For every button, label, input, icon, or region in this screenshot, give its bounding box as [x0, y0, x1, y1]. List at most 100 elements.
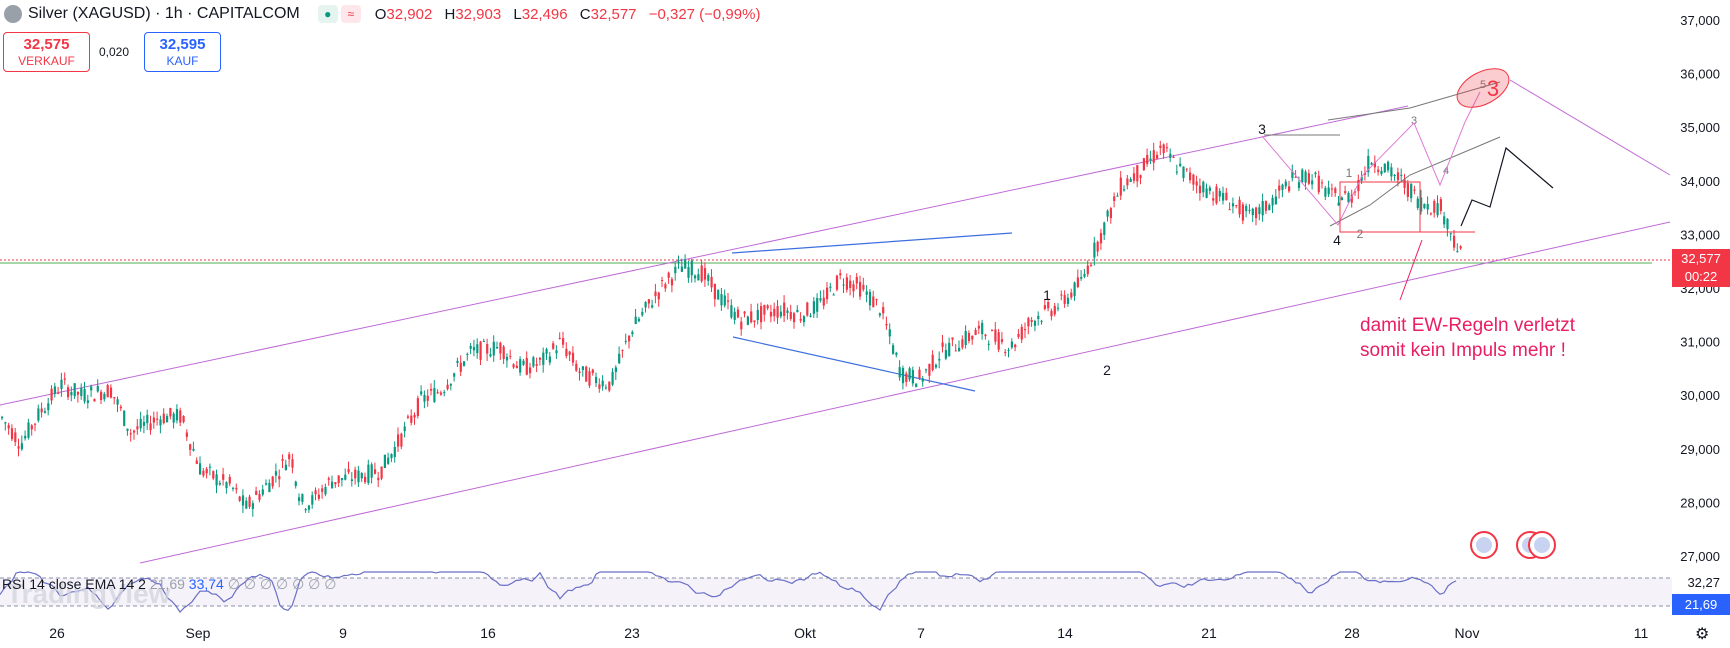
candle-body	[710, 276, 713, 288]
candle-body	[581, 366, 584, 371]
candle-body	[588, 371, 591, 386]
candle-body	[618, 353, 621, 364]
buy-label: KAUF	[166, 54, 199, 68]
market-open-icon[interactable]: ●	[317, 5, 338, 23]
candle-body	[1426, 203, 1429, 210]
candle-body	[994, 329, 997, 342]
candle-body	[1020, 326, 1023, 340]
candle-body	[849, 280, 852, 288]
candle-body	[859, 281, 862, 297]
candle-body	[14, 432, 17, 443]
sell-price: 32,575	[23, 36, 70, 53]
candle-body	[146, 414, 149, 424]
candle-body	[430, 388, 433, 391]
candle-body	[1192, 174, 1195, 185]
candle-body	[670, 279, 674, 286]
sell-label: VERKAUF	[18, 54, 75, 68]
time-axis-tick: 16	[480, 625, 496, 641]
annotation-note[interactable]: damit EW-Regeln verletzt somit kein Impu…	[1360, 313, 1575, 363]
candle-body	[1113, 196, 1116, 202]
candle-body	[172, 413, 175, 423]
candle-body	[142, 422, 146, 426]
candle-body	[931, 354, 934, 371]
candle-body	[921, 378, 924, 382]
candle-body	[1238, 199, 1241, 215]
candle-body	[70, 391, 73, 396]
candle-body	[958, 347, 961, 352]
candle-body	[868, 291, 872, 306]
candle-body	[997, 332, 1000, 350]
rsi-axis-tick: 32,27	[1687, 575, 1720, 590]
candle-body	[1284, 181, 1287, 187]
candle-body	[205, 468, 208, 474]
candle-body	[753, 320, 756, 323]
candle-body	[383, 454, 386, 468]
candle-body	[987, 343, 990, 345]
candle-body	[420, 391, 423, 395]
candle-body	[37, 408, 40, 421]
candle-body	[1459, 246, 1462, 249]
candle-body	[1245, 206, 1248, 212]
wave-label: 5	[1480, 79, 1486, 91]
candle-body	[1327, 187, 1330, 195]
candle-body	[426, 395, 429, 401]
settings-gear-icon[interactable]: ⚙	[1695, 626, 1710, 643]
candle-body	[482, 340, 485, 342]
symbol-title[interactable]: Silver (XAGUSD) · 1h · CAPITALCOM	[28, 5, 300, 22]
candle-body	[1060, 294, 1063, 296]
candle-body	[57, 392, 60, 394]
candle-body	[235, 487, 238, 490]
candle-body	[1027, 318, 1030, 327]
candle-body	[651, 305, 654, 308]
candle-body	[202, 470, 205, 476]
sell-button[interactable]: 32,575 VERKAUF	[3, 32, 90, 72]
candle-body	[166, 416, 169, 423]
candle-body	[621, 349, 624, 351]
candle-body	[628, 335, 631, 342]
time-axis-tick: Nov	[1455, 625, 1480, 641]
candle-body	[357, 470, 360, 483]
candle-body	[961, 339, 964, 348]
candle-body	[608, 381, 611, 391]
candle-body	[1139, 175, 1142, 179]
candle-body	[1367, 155, 1370, 173]
rsi-legend[interactable]: RSI 14 close EMA 14 2 21,69 33,74 ∅ ∅ ∅ …	[2, 576, 336, 593]
candle-body	[624, 340, 627, 342]
candle-body	[1396, 172, 1400, 181]
time-axis-tick: 26	[49, 625, 65, 641]
spread-value: 0,020	[99, 45, 130, 59]
candle-body	[347, 469, 350, 473]
candle-body	[1429, 213, 1433, 215]
candle-body	[1047, 302, 1050, 309]
candle-body	[727, 300, 730, 302]
price-axis-tick: 36,000	[1680, 67, 1720, 82]
tradingview-watermark: TradingView	[6, 578, 171, 609]
candle-body	[423, 394, 426, 402]
candle-body	[542, 352, 545, 365]
candle-body	[271, 476, 274, 487]
candle-body	[733, 311, 736, 320]
candle-body	[598, 384, 601, 389]
data-delay-icon[interactable]: ≈	[340, 5, 361, 23]
candle-body	[1344, 191, 1347, 193]
price-axis-tick: 35,000	[1680, 120, 1720, 135]
candle-body	[1156, 154, 1159, 159]
buy-button[interactable]: 32,595 KAUF	[144, 32, 221, 72]
time-axis-tick: Sep	[186, 625, 211, 641]
candle-body	[459, 362, 462, 372]
candle-body	[294, 481, 297, 486]
candle-body	[331, 481, 334, 489]
candle-body	[314, 490, 317, 495]
candle-body	[152, 417, 155, 423]
candle-body	[439, 392, 443, 395]
chart-header: Silver (XAGUSD) · 1h · CAPITALCOM ● ≈ O3…	[4, 3, 768, 25]
candle-body	[1410, 183, 1413, 199]
candle-body	[113, 397, 116, 399]
rsi-empty-values: ∅ ∅ ∅ ∅ ∅ ∅ ∅	[227, 576, 337, 592]
candle-body	[1403, 179, 1406, 188]
candle-body	[476, 344, 479, 354]
candle-body	[73, 383, 76, 397]
candle-body	[103, 393, 106, 400]
price-axis-tick: 34,000	[1680, 174, 1720, 189]
